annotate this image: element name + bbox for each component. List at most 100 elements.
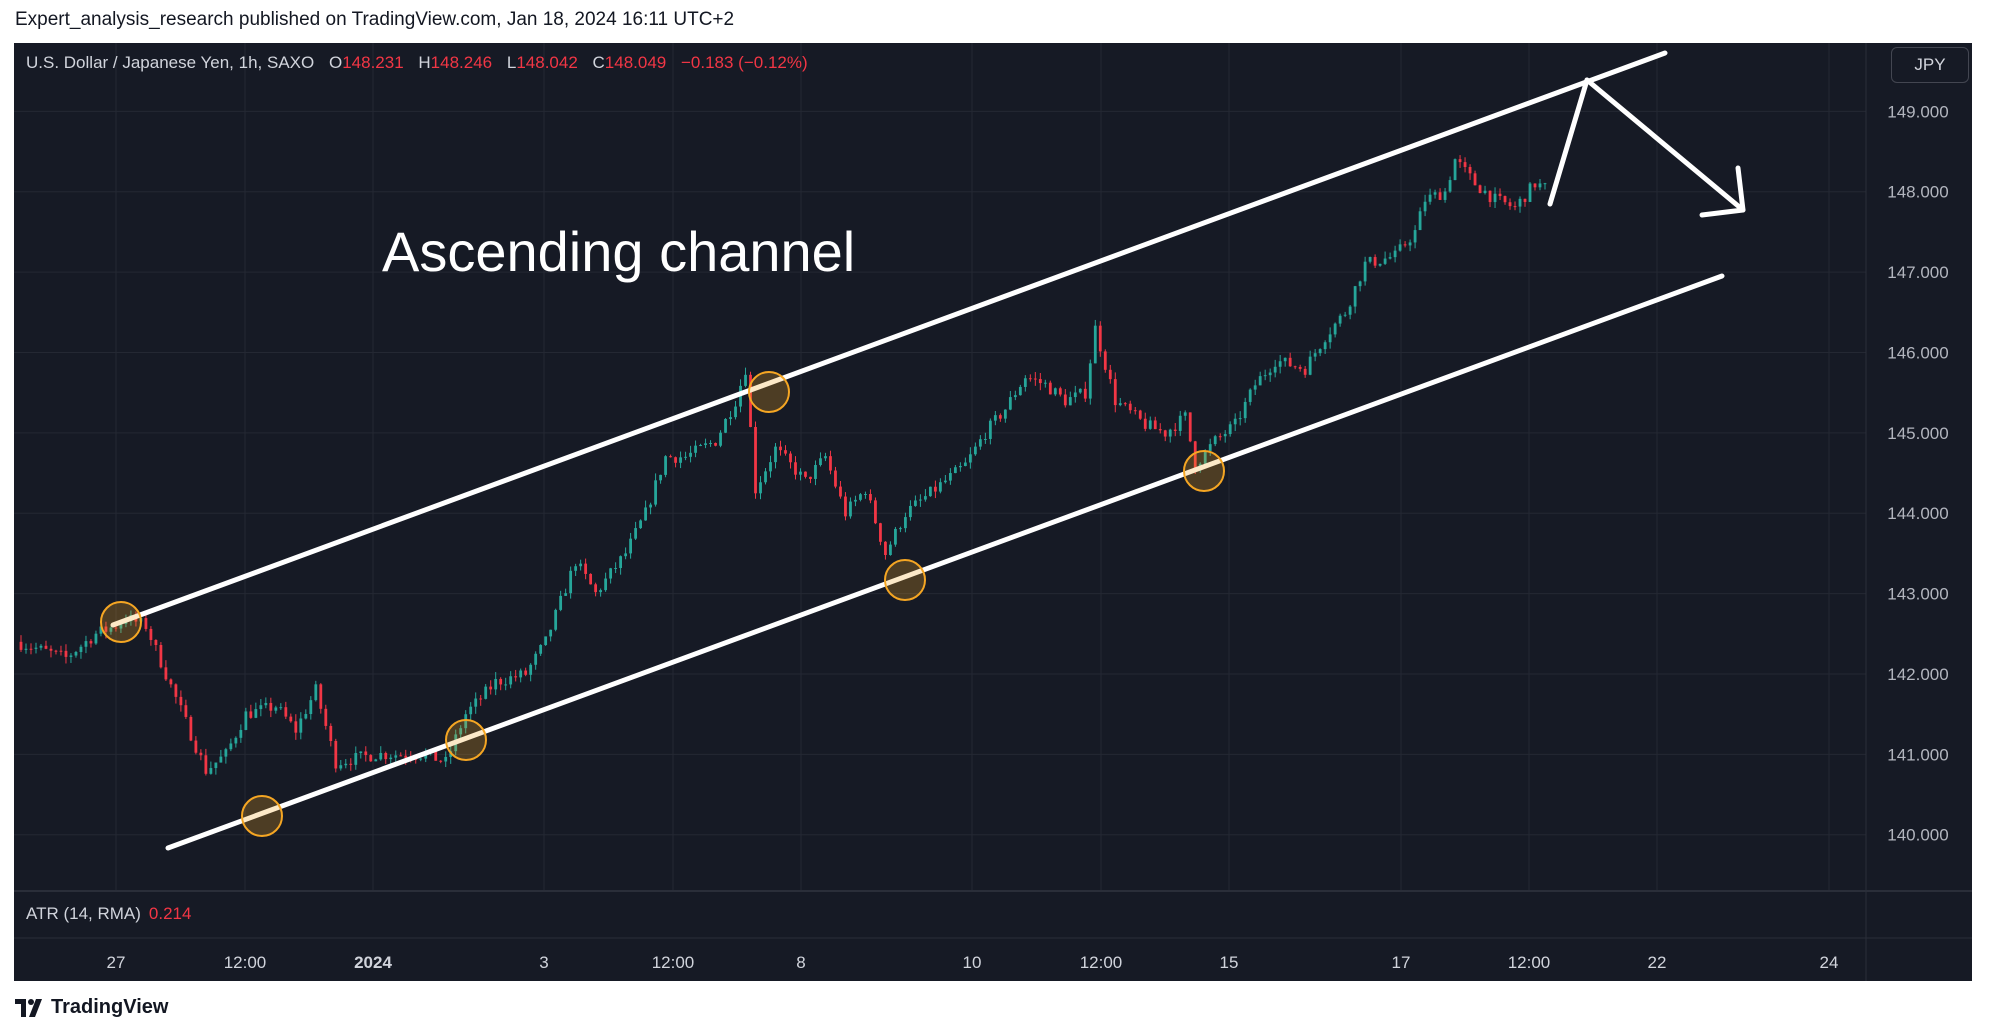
candle <box>1113 372 1117 413</box>
candle <box>1318 348 1322 357</box>
candle <box>1383 251 1387 265</box>
candle <box>1093 319 1097 364</box>
candle <box>814 460 817 486</box>
tradingview-logo[interactable]: TradingView <box>15 996 168 1019</box>
candle <box>464 710 468 734</box>
candle <box>1538 178 1542 191</box>
candle <box>1373 254 1377 269</box>
candle <box>1008 390 1012 411</box>
y-tick-label: 148.000 <box>1887 183 1948 202</box>
candle <box>993 411 997 426</box>
candle <box>74 650 78 658</box>
projection-up-line[interactable] <box>1547 77 1590 207</box>
candle <box>1343 311 1347 318</box>
candle <box>1388 252 1392 260</box>
candle <box>34 642 38 654</box>
open-label: O <box>328 53 343 72</box>
candle <box>1048 380 1052 395</box>
grid-lines <box>14 43 1866 891</box>
candle <box>914 495 917 507</box>
candle <box>44 640 48 650</box>
candle <box>279 703 283 710</box>
candle <box>1083 381 1087 403</box>
y-tick-label: 146.000 <box>1887 343 1948 362</box>
candle <box>579 559 583 571</box>
candle <box>1433 189 1437 199</box>
candle <box>1463 157 1467 173</box>
candle <box>1293 365 1297 370</box>
channel-upper-line[interactable] <box>110 50 1668 628</box>
y-tick-label: 143.000 <box>1887 585 1948 604</box>
candle <box>179 690 183 712</box>
y-tick-label: 140.000 <box>1887 826 1948 845</box>
candle <box>1288 352 1292 367</box>
candle <box>764 468 767 485</box>
x-tick-label: 12:00 <box>652 953 695 972</box>
currency-button[interactable]: JPY <box>1891 47 1969 83</box>
candle <box>1283 357 1287 367</box>
annotation-text[interactable]: Ascending channel <box>382 220 855 283</box>
candle <box>904 512 907 533</box>
candle <box>544 636 548 646</box>
candle <box>1473 170 1477 186</box>
candle <box>374 758 378 762</box>
candle <box>754 421 757 499</box>
candle <box>69 653 73 663</box>
candle <box>929 486 932 497</box>
candle <box>699 443 702 447</box>
low-value: 148.042 <box>516 53 578 72</box>
candle <box>299 712 303 740</box>
candle <box>24 643 28 654</box>
candle <box>824 452 827 462</box>
projection-down-line[interactable] <box>1584 77 1746 213</box>
candle <box>54 649 58 655</box>
candle <box>988 418 992 445</box>
candle <box>1043 379 1047 388</box>
candle <box>978 435 982 450</box>
x-tick-label: 3 <box>539 953 548 972</box>
candle <box>1543 182 1547 190</box>
candle <box>973 442 977 456</box>
touch-marker <box>884 559 926 601</box>
candle <box>1413 225 1417 249</box>
candle <box>474 692 478 714</box>
candle <box>89 639 93 648</box>
open-value: 148.231 <box>342 53 404 72</box>
candle <box>1458 155 1462 168</box>
candle <box>524 667 528 677</box>
chart-panel[interactable] <box>14 43 1972 981</box>
symbol-name[interactable]: U.S. Dollar / Japanese Yen, 1h, SAXO <box>26 53 315 72</box>
published-caption: Expert_analysis_research published on Tr… <box>15 9 735 30</box>
candle <box>1013 390 1017 401</box>
candle <box>529 663 533 682</box>
candle <box>1023 375 1027 392</box>
candle <box>289 713 293 723</box>
candle <box>634 521 637 541</box>
candle <box>214 762 218 775</box>
atr-indicator-legend[interactable]: ATR (14, RMA) 0.214 <box>26 904 191 924</box>
channel-lower-line[interactable] <box>165 273 1725 851</box>
candle <box>1483 185 1487 195</box>
candle <box>844 492 847 521</box>
candle <box>604 572 608 592</box>
candle <box>694 440 697 458</box>
candle <box>349 758 353 771</box>
candle <box>1363 256 1367 286</box>
candle <box>1428 188 1432 205</box>
x-tick-label: 10 <box>963 953 982 972</box>
candle <box>1033 372 1037 386</box>
candle <box>1408 239 1412 252</box>
candle <box>534 651 538 670</box>
candle <box>614 562 618 574</box>
candle <box>1138 409 1142 420</box>
candle <box>654 473 657 507</box>
y-tick-label: 145.000 <box>1887 424 1948 443</box>
x-tick-label: 17 <box>1392 953 1411 972</box>
x-tick-label: 2024 <box>354 953 392 972</box>
candle <box>659 474 662 484</box>
candle <box>309 696 313 720</box>
candle <box>1443 187 1447 203</box>
x-tick-label: 27 <box>107 953 126 972</box>
candle <box>169 678 173 688</box>
